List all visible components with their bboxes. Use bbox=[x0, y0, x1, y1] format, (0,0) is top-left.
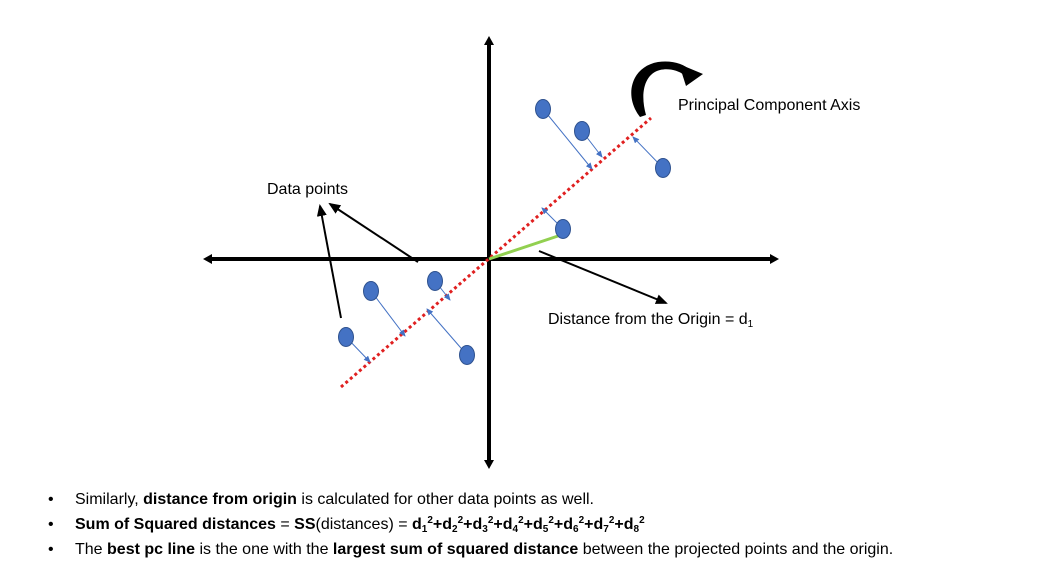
ss-term: +d bbox=[463, 516, 483, 533]
data-point bbox=[535, 99, 551, 119]
data-points-callout-arrow bbox=[316, 204, 342, 319]
ss-term-sup: 2 bbox=[457, 515, 464, 526]
ss-term-sub: 8 bbox=[633, 524, 640, 535]
bullet-3: The best pc line is the one with the lar… bbox=[48, 537, 893, 562]
pc-axis-label: Principal Component Axis bbox=[678, 97, 861, 114]
ss-term: +d bbox=[553, 516, 574, 533]
data-point bbox=[363, 281, 379, 301]
ss-term-sup: 2 bbox=[608, 515, 615, 526]
distance-callout-arrow bbox=[538, 250, 668, 304]
data-point bbox=[427, 271, 443, 291]
ss-formula: d12+d22+d32+d42+d52+d62+d72+d82 bbox=[412, 515, 645, 535]
ss-term-sub: 4 bbox=[512, 524, 519, 535]
data-point bbox=[555, 219, 571, 239]
ss-term-sub: 2 bbox=[452, 524, 458, 535]
bullet-list: Similarly, distance from origin is calcu… bbox=[48, 487, 893, 562]
ss-term-sub: 1 bbox=[421, 524, 428, 535]
y-axis-top-arrow bbox=[484, 36, 494, 45]
ss-term-sup: 2 bbox=[518, 515, 524, 526]
ss-term-sub: 6 bbox=[573, 524, 579, 535]
data-point bbox=[574, 121, 590, 141]
ss-term: +d bbox=[493, 516, 513, 533]
bullet-1: Similarly, distance from origin is calcu… bbox=[48, 487, 893, 512]
bullet-2: Sum of Squared distances = SS(distances)… bbox=[48, 512, 893, 537]
data-points bbox=[338, 99, 671, 365]
y-axis-bottom-arrow bbox=[484, 460, 494, 469]
x-axis-left-arrow bbox=[203, 254, 212, 264]
ss-term: +d bbox=[432, 516, 453, 533]
projection-line bbox=[426, 308, 468, 356]
data-point bbox=[655, 158, 671, 178]
distance-origin-label: Distance from the Origin = d1 bbox=[548, 311, 754, 330]
ss-term-sup: 2 bbox=[578, 515, 585, 526]
x-axis-right-arrow bbox=[770, 254, 779, 264]
data-point bbox=[459, 345, 475, 365]
ss-term-sub: 3 bbox=[482, 524, 488, 535]
data-points-callout-arrow bbox=[328, 202, 419, 263]
data-point bbox=[338, 327, 354, 347]
ss-term-sub: 7 bbox=[603, 524, 609, 535]
ss-term-sup: 2 bbox=[487, 515, 494, 526]
ss-term-sup: 2 bbox=[548, 515, 554, 526]
principal-component-line bbox=[340, 116, 652, 389]
ss-term: +d bbox=[523, 516, 543, 533]
ss-term-sub: 5 bbox=[542, 524, 549, 535]
distance-from-origin-line bbox=[488, 234, 559, 261]
ss-term: d bbox=[412, 516, 422, 533]
data-points-label: Data points bbox=[267, 181, 348, 198]
projection-line bbox=[370, 290, 406, 337]
ss-term-sup: 2 bbox=[427, 515, 433, 526]
projection-line bbox=[542, 108, 593, 170]
ss-term: +d bbox=[614, 516, 634, 533]
curved-rotation-arrow-icon bbox=[631, 61, 703, 117]
ss-term: +d bbox=[584, 516, 604, 533]
ss-term-sup: 2 bbox=[639, 515, 645, 526]
